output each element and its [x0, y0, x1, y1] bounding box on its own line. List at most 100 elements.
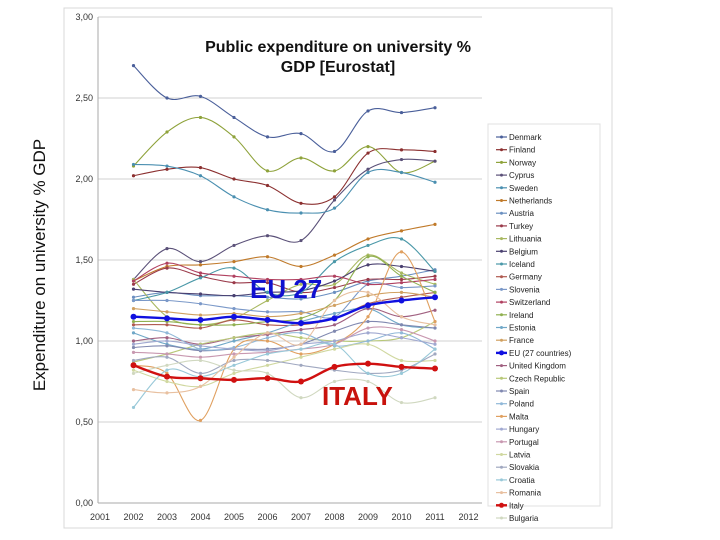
data-point: [433, 159, 437, 163]
legend-marker: [500, 160, 503, 164]
data-point: [165, 130, 169, 134]
data-point: [366, 290, 370, 294]
series-line: [133, 158, 436, 280]
data-point: [131, 279, 136, 283]
data-point: [299, 355, 303, 359]
data-point: [165, 352, 169, 356]
legend-item-netherlands: Netherlands: [496, 197, 552, 206]
series-finland: [131, 148, 437, 205]
x-tick-label: 2003: [157, 512, 177, 522]
data-point: [366, 167, 370, 171]
x-tick-label: 2009: [358, 512, 378, 522]
legend-marker: [500, 300, 503, 304]
data-point: [198, 94, 203, 98]
data-point: [433, 396, 437, 400]
data-point: [265, 295, 270, 299]
data-point: [130, 313, 137, 320]
data-point: [198, 358, 203, 363]
data-point: [366, 151, 370, 155]
legend-item-bulgaria: Bulgaria: [496, 514, 539, 523]
data-point: [232, 260, 236, 264]
data-point: [265, 352, 270, 356]
x-tick-label: 2006: [257, 512, 277, 522]
data-point: [332, 253, 337, 257]
data-point: [433, 222, 437, 226]
data-point: [433, 149, 437, 154]
data-point: [131, 345, 136, 350]
data-point: [366, 237, 370, 241]
legend-item-eu-27-countries: EU (27 countries): [496, 349, 572, 358]
series-portugal: [131, 326, 437, 359]
data-point: [232, 358, 236, 363]
series-line: [133, 148, 436, 205]
data-point: [165, 368, 169, 372]
data-point: [232, 266, 236, 270]
series-line: [133, 332, 436, 352]
data-point: [198, 271, 203, 275]
y-axis: 0,00 0,50 1,00 1,50 2,00 2,50 3,00: [75, 12, 99, 508]
y-tick-label: 2,00: [75, 174, 93, 184]
legend-label: Switzerland: [509, 298, 550, 307]
data-point: [299, 264, 303, 269]
data-point: [433, 106, 437, 110]
data-point: [433, 352, 437, 356]
data-point: [399, 148, 404, 152]
data-point: [232, 281, 236, 285]
data-point: [366, 342, 370, 346]
data-point: [332, 329, 337, 333]
x-tick-label: 2008: [324, 512, 344, 522]
data-point: [332, 282, 337, 286]
data-point: [232, 363, 236, 367]
data-point: [332, 311, 337, 316]
data-point: [165, 331, 169, 335]
legend-item-romania: Romania: [496, 489, 542, 498]
data-point: [366, 277, 370, 282]
series-lines: [130, 64, 438, 422]
legend-item-portugal: Portugal: [496, 438, 539, 447]
legend-label: Germany: [509, 273, 542, 282]
data-point: [232, 336, 236, 340]
data-point: [265, 234, 270, 238]
data-point: [232, 177, 236, 181]
series-line: [133, 65, 436, 153]
data-point: [131, 174, 136, 178]
legend-item-denmark: Denmark: [496, 133, 542, 142]
data-point: [265, 371, 270, 375]
legend-label: Iceland: [509, 260, 535, 269]
series-eu-27-countries: [130, 294, 438, 327]
data-point: [265, 208, 270, 212]
legend-label: Austria: [509, 209, 534, 218]
legend-label: Spain: [509, 387, 529, 396]
legend-label: Croatia: [509, 476, 535, 485]
legend-item-belgium: Belgium: [496, 247, 538, 256]
data-point: [265, 358, 270, 363]
y-tick-label: 3,00: [75, 12, 93, 22]
data-point: [332, 290, 337, 294]
data-point: [165, 298, 169, 303]
data-point: [198, 115, 203, 120]
legend-label: Belgium: [509, 247, 538, 256]
legend-marker: [500, 135, 503, 139]
x-tick-label: 2001: [90, 512, 110, 522]
data-point: [399, 358, 404, 363]
data-point: [299, 347, 303, 351]
data-point: [332, 149, 337, 154]
legend-marker: [499, 350, 504, 356]
legend-marker: [499, 502, 504, 508]
data-point: [433, 274, 437, 278]
data-point: [164, 373, 170, 380]
legend-label: Ireland: [509, 311, 533, 320]
data-point: [265, 336, 270, 340]
data-point: [131, 339, 136, 343]
data-point: [232, 115, 236, 120]
data-point: [332, 303, 337, 307]
data-point: [433, 319, 437, 324]
data-point: [332, 323, 337, 327]
data-point: [231, 376, 237, 383]
series-line: [133, 343, 436, 388]
legend-item-sweden: Sweden: [496, 184, 538, 193]
data-point: [332, 342, 337, 346]
data-point: [198, 323, 203, 327]
data-point: [131, 405, 136, 410]
